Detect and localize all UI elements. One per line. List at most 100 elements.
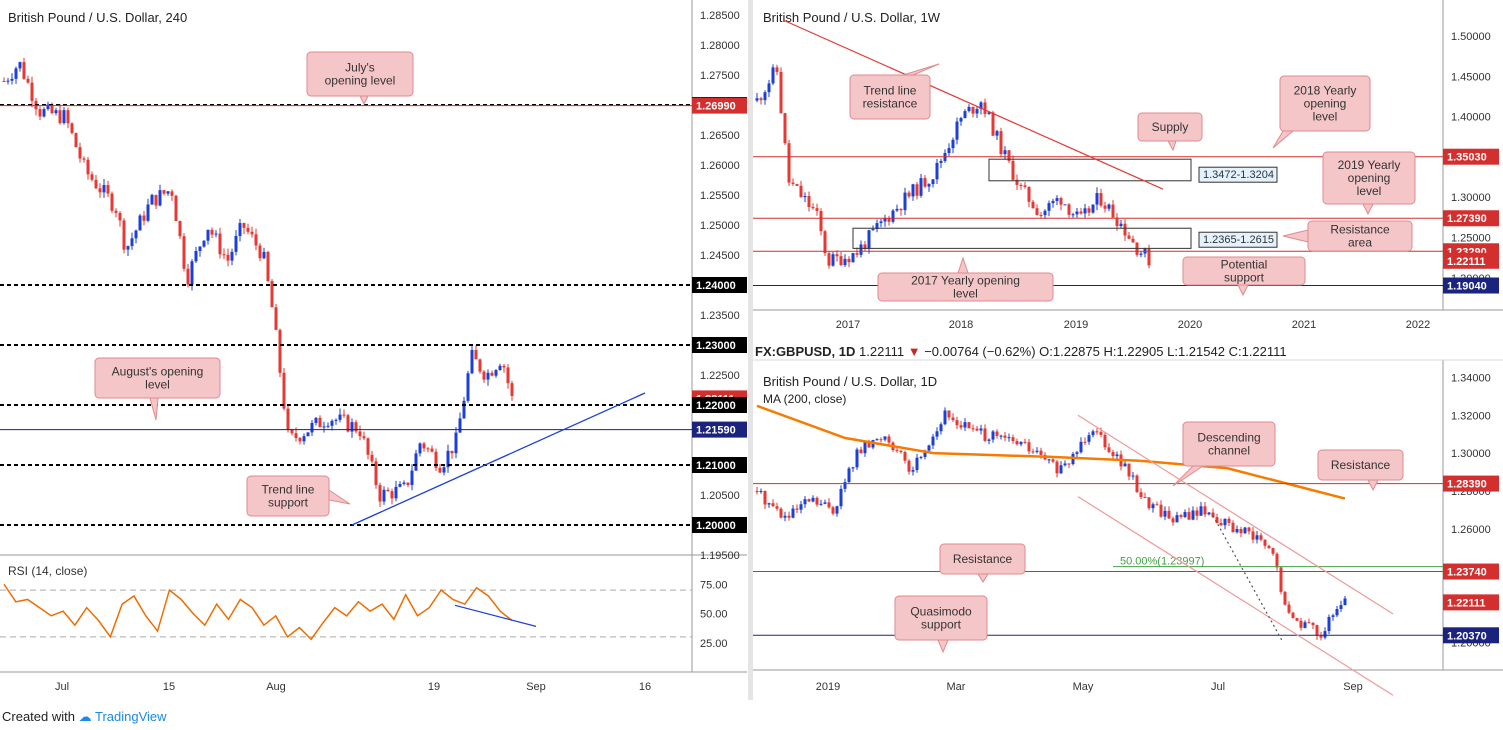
- candle-body: [374, 461, 378, 486]
- candle-body: [386, 489, 390, 492]
- candle-body: [418, 443, 422, 454]
- candle-body: [262, 251, 266, 259]
- candle-body: [927, 445, 931, 451]
- candle-body: [226, 254, 230, 261]
- candle-body: [1235, 529, 1239, 533]
- candle-body: [931, 436, 935, 446]
- candle-body: [118, 212, 122, 221]
- price-tag: [692, 457, 747, 473]
- daily-chart-svg[interactable]: 1.340001.320001.300001.280001.260001.200…: [753, 340, 1503, 700]
- candle-body: [306, 432, 310, 437]
- candle-body: [1251, 531, 1255, 540]
- candle-body: [74, 133, 78, 148]
- candle-body: [955, 121, 959, 140]
- price-tag: [692, 277, 747, 293]
- candle-body: [859, 449, 863, 454]
- candle-body: [98, 188, 102, 193]
- candle-body: [174, 195, 178, 222]
- candle-body: [142, 215, 146, 221]
- candle-body: [122, 220, 126, 250]
- svg-text:level: level: [1357, 184, 1382, 198]
- candle-body: [1123, 223, 1127, 236]
- candle-body: [90, 174, 94, 180]
- candle-body: [1335, 609, 1339, 616]
- candle-body: [18, 62, 22, 69]
- candle-body: [795, 183, 799, 186]
- candle-body: [1079, 441, 1083, 453]
- footer-credit[interactable]: Created with ☁ TradingView: [2, 709, 167, 725]
- price-tag-label: 1.20370: [1447, 630, 1487, 642]
- candle-body: [967, 106, 971, 112]
- price-tag: [1443, 475, 1499, 492]
- candle-body: [1151, 504, 1155, 509]
- price-tag-label: 1.28390: [1447, 479, 1487, 491]
- svg-text:Resistance: Resistance: [1330, 223, 1390, 237]
- price-tick: 1.23500: [700, 310, 740, 322]
- candle-body: [939, 424, 943, 432]
- candle-body: [1123, 463, 1127, 467]
- candle-body: [1011, 160, 1015, 180]
- candle-body: [971, 428, 975, 430]
- candle-body: [278, 329, 282, 373]
- candle-body: [6, 80, 10, 82]
- candle-body: [430, 448, 434, 452]
- candle-body: [1031, 201, 1035, 209]
- candle-body: [995, 131, 999, 136]
- candle-body: [775, 506, 779, 509]
- candle-body: [30, 82, 34, 101]
- candle-body: [839, 488, 843, 507]
- candle-body: [899, 208, 903, 211]
- price-tick: 1.28000: [700, 40, 740, 52]
- candle-body: [110, 193, 114, 211]
- candle-body: [1051, 459, 1055, 462]
- candle-body: [1239, 529, 1243, 534]
- candle-body: [1195, 510, 1199, 516]
- candle-body: [1115, 217, 1119, 226]
- weekly-chart-svg[interactable]: 1.500001.450001.400001.300001.250001.200…: [753, 0, 1503, 340]
- candle-body: [835, 506, 839, 514]
- candle-body: [763, 92, 767, 101]
- candle-body: [1103, 434, 1107, 448]
- candle-body: [186, 268, 190, 285]
- candle-body: [1175, 515, 1179, 523]
- candle-body: [10, 78, 14, 81]
- dotted-projection: [1212, 515, 1284, 643]
- candle-body: [915, 457, 919, 470]
- candle-body: [1263, 539, 1267, 546]
- candle-body: [250, 231, 254, 235]
- candle-body: [1015, 441, 1019, 445]
- price-tick: 1.27500: [700, 70, 740, 82]
- candle-body: [1027, 186, 1031, 202]
- candle-body: [979, 428, 983, 431]
- candle-body: [1319, 635, 1323, 638]
- price-tick: 1.34000: [1451, 372, 1491, 384]
- candle-body: [254, 234, 258, 246]
- price-tag: [692, 97, 747, 114]
- candle-body: [126, 246, 130, 250]
- candle-body: [326, 425, 330, 427]
- candle-body: [1115, 454, 1119, 457]
- candle-body: [959, 118, 963, 122]
- chart-title: British Pound / U.S. Dollar, 1D: [763, 374, 938, 389]
- candle-body: [234, 236, 238, 252]
- candle-body: [342, 414, 346, 416]
- candle-body: [1047, 203, 1051, 211]
- candle-body: [815, 497, 819, 505]
- time-tick: 2022: [1406, 319, 1430, 331]
- svg-text:opening level: opening level: [325, 74, 396, 88]
- candle-body: [2, 81, 6, 82]
- candle-body: [807, 499, 811, 502]
- svg-text:Potential: Potential: [1221, 258, 1268, 272]
- candle-body: [963, 422, 967, 428]
- candle-body: [1075, 452, 1079, 454]
- candle-body: [755, 98, 759, 101]
- candle-body: [947, 410, 951, 418]
- candle-body: [855, 253, 859, 255]
- candle-body: [1095, 193, 1099, 205]
- h4-chart-svg[interactable]: 1.28500 1.28000 1.27500 1.26500 1.26000 1.255…: [0, 0, 747, 700]
- candle-body: [1111, 452, 1115, 457]
- candle-body: [1003, 435, 1007, 438]
- candle-body: [983, 102, 987, 114]
- price-tag: [692, 397, 747, 413]
